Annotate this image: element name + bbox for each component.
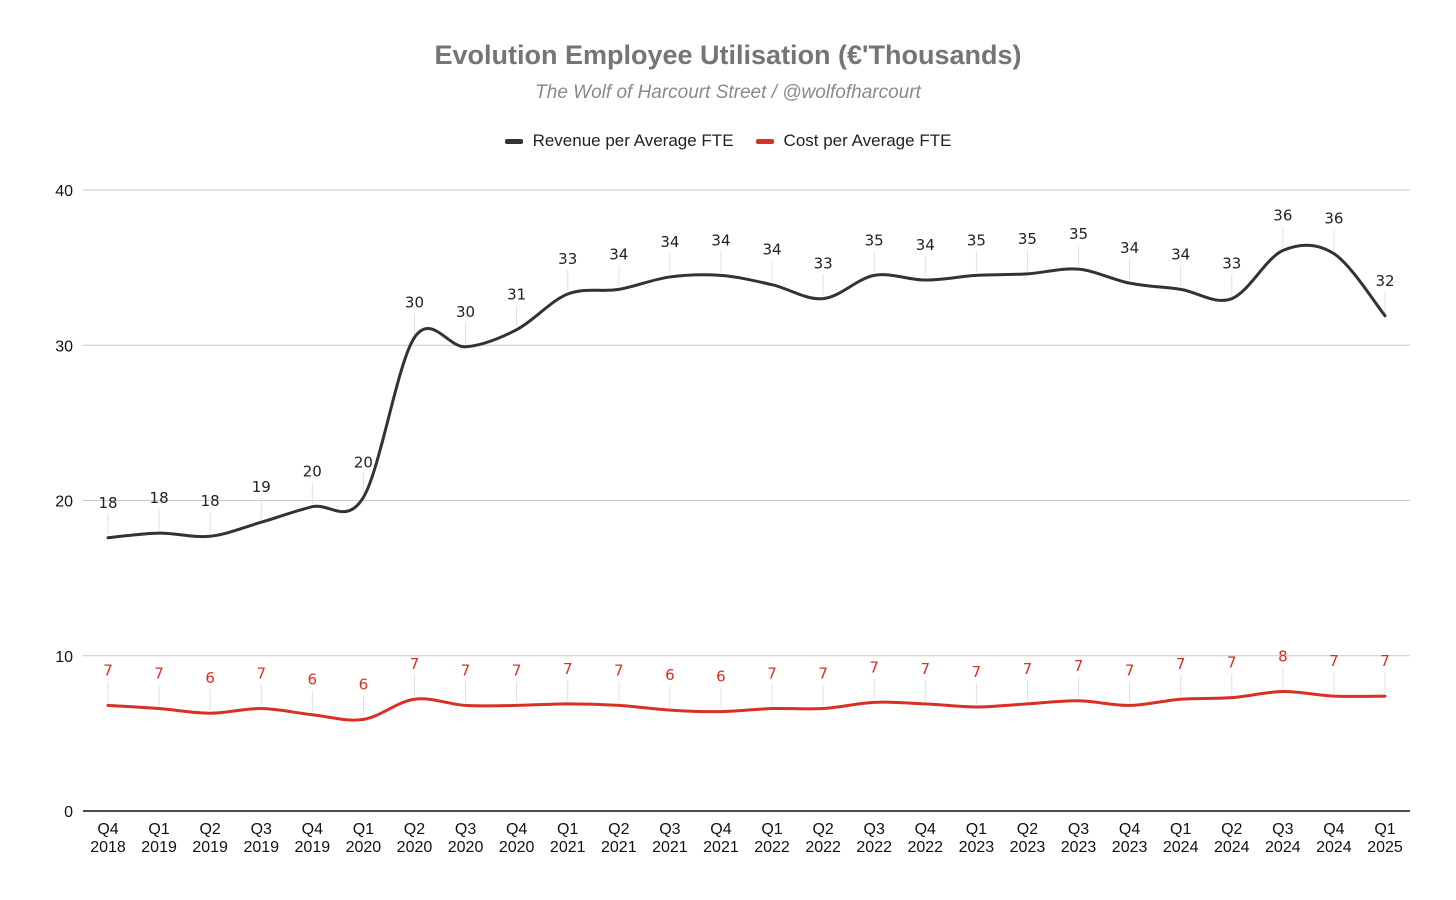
- legend-swatch-revenue: [504, 138, 523, 144]
- data-label-cost: 7: [1125, 661, 1135, 679]
- data-label-cost: 7: [563, 660, 573, 678]
- x-tick-label: Q2 2022: [805, 821, 841, 856]
- data-label-revenue: 32: [1375, 272, 1394, 290]
- x-tick-label: Q1 2023: [959, 821, 995, 856]
- x-tick-label: Q3 2022: [856, 821, 892, 856]
- chart-title: Evolution Employee Utilisation (€'Thousa…: [434, 40, 1022, 70]
- x-tick-label: Q1 2025: [1367, 821, 1403, 856]
- data-label-cost: 6: [205, 669, 215, 687]
- x-tick-label: Q4 2023: [1112, 821, 1148, 856]
- x-tick-label: Q1 2024: [1163, 821, 1199, 856]
- data-label-revenue: 19: [252, 478, 271, 496]
- data-label-cost: 7: [767, 665, 777, 683]
- data-label-revenue: 34: [916, 236, 935, 254]
- data-label-cost: 6: [308, 671, 318, 689]
- data-label-cost: 7: [1023, 660, 1033, 678]
- data-label-cost: 6: [359, 675, 369, 693]
- data-label-cost: 7: [1176, 655, 1186, 673]
- data-label-revenue: 34: [711, 231, 730, 249]
- x-tick-label: Q4 2024: [1316, 821, 1352, 856]
- data-label-cost: 7: [1227, 654, 1237, 672]
- x-tick-label: Q2 2021: [601, 821, 637, 856]
- x-tick-label: Q4 2019: [295, 821, 331, 856]
- x-tick-label: Q3 2021: [652, 821, 688, 856]
- data-label-revenue: 20: [354, 453, 373, 471]
- data-label-cost: 8: [1278, 647, 1288, 665]
- x-tick-label: Q1 2022: [754, 821, 790, 856]
- data-label-revenue: 34: [609, 245, 628, 263]
- data-label-cost: 7: [818, 665, 828, 683]
- data-label-revenue: 30: [405, 293, 424, 311]
- legend-label-revenue: Revenue per Average FTE: [532, 131, 734, 150]
- legend-label-cost: Cost per Average FTE: [783, 131, 952, 150]
- data-label-revenue: 30: [456, 303, 475, 321]
- x-tick-label: Q2 2024: [1214, 821, 1250, 856]
- data-label-revenue: 20: [303, 463, 322, 481]
- x-tick-label: Q4 2020: [499, 821, 535, 856]
- data-label-cost: 6: [665, 666, 675, 684]
- data-label-revenue: 35: [1069, 225, 1088, 243]
- data-label-revenue: 18: [98, 494, 117, 512]
- y-tick-label: 40: [55, 183, 73, 200]
- x-tick-label: Q3 2020: [448, 821, 484, 856]
- data-label-revenue: 18: [201, 492, 220, 510]
- data-label-revenue: 36: [1324, 210, 1343, 228]
- data-label-cost: 7: [1380, 652, 1390, 670]
- legend-item-cost: Cost per Average FTE: [755, 131, 952, 151]
- data-label-revenue: 33: [558, 250, 577, 268]
- data-label-revenue: 18: [150, 489, 169, 507]
- data-label-revenue: 34: [1120, 239, 1139, 257]
- data-label-cost: 7: [256, 665, 266, 683]
- legend-item-revenue: Revenue per Average FTE: [504, 131, 734, 151]
- x-tick-label: Q4 2022: [907, 821, 943, 856]
- y-tick-label: 10: [55, 649, 73, 666]
- data-label-cost: 7: [1074, 657, 1084, 675]
- y-tick-label: 30: [55, 338, 73, 355]
- x-tick-label: Q3 2024: [1265, 821, 1301, 856]
- data-label-cost: 6: [716, 668, 726, 686]
- data-label-revenue: 33: [1222, 255, 1241, 273]
- x-tick-label: Q3 2023: [1061, 821, 1097, 856]
- data-label-revenue: 36: [1273, 207, 1292, 225]
- chart-subtitle: The Wolf of Harcourt Street / @wolfofhar…: [535, 82, 921, 103]
- data-label-cost: 7: [972, 663, 982, 681]
- data-label-cost: 7: [512, 661, 522, 679]
- data-label-cost: 7: [921, 660, 931, 678]
- data-label-cost: 7: [614, 661, 624, 679]
- data-label-revenue: 35: [865, 231, 884, 249]
- data-label-revenue: 34: [660, 233, 679, 251]
- x-tick-label: Q3 2019: [243, 821, 279, 856]
- data-label-revenue: 35: [1018, 230, 1037, 248]
- data-label-revenue: 34: [762, 241, 781, 259]
- data-label-revenue: 31: [507, 286, 526, 304]
- x-tick-label: Q2 2019: [192, 821, 228, 856]
- data-label-revenue: 34: [1171, 245, 1190, 263]
- y-tick-label: 20: [55, 494, 73, 511]
- chart-legend: Revenue per Average FTE Cost per Average…: [0, 131, 1456, 151]
- data-label-cost: 7: [154, 665, 164, 683]
- x-tick-label: Q1 2021: [550, 821, 586, 856]
- legend-swatch-cost: [755, 138, 774, 144]
- y-tick-label: 0: [64, 804, 73, 821]
- data-label-cost: 7: [461, 661, 471, 679]
- x-tick-label: Q2 2020: [397, 821, 433, 856]
- series-line-revenue: [106, 243, 1387, 540]
- x-tick-label: Q4 2018: [90, 821, 126, 856]
- data-label-cost: 7: [103, 661, 113, 679]
- data-label-revenue: 33: [814, 255, 833, 273]
- x-tick-label: Q1 2020: [346, 821, 382, 856]
- x-tick-label: Q1 2019: [141, 821, 177, 856]
- data-label-cost: 7: [869, 658, 879, 676]
- x-tick-label: Q4 2021: [703, 821, 739, 856]
- series-line-cost: [106, 689, 1387, 722]
- data-label-cost: 7: [1329, 652, 1339, 670]
- x-tick-label: Q2 2023: [1010, 821, 1046, 856]
- data-label-cost: 7: [410, 655, 420, 673]
- data-label-revenue: 35: [967, 231, 986, 249]
